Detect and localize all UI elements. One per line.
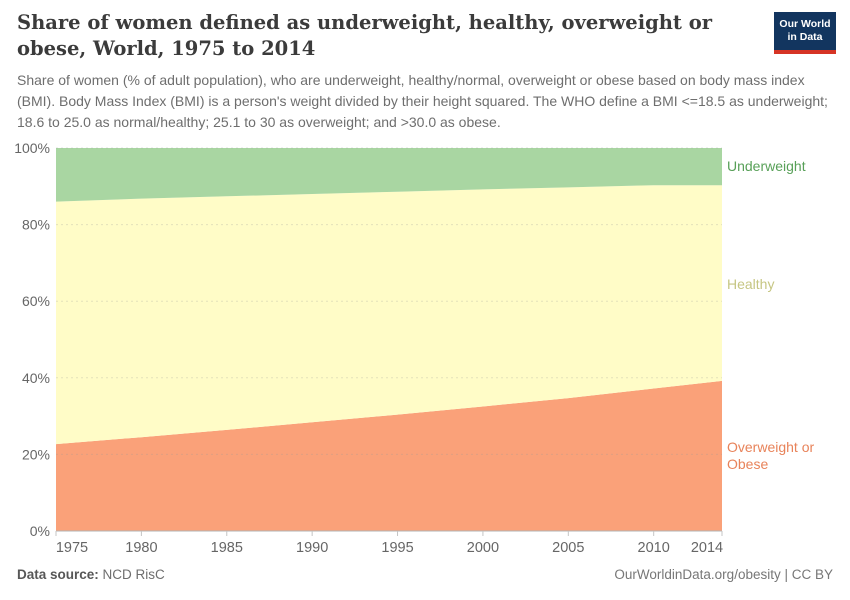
y-tick-label-80: 80% <box>22 217 50 233</box>
series-label-healthy: Healthy <box>727 276 775 292</box>
x-tick-label-2005: 2005 <box>552 540 584 556</box>
footer-separator: | <box>780 567 792 582</box>
owid-logo[interactable]: Our World in Data <box>774 12 836 54</box>
footer-url-link[interactable]: OurWorldinData.org/obesity <box>614 567 781 582</box>
y-tick-label-100: 100% <box>14 140 50 156</box>
chart-footer: Data source: NCD RisC OurWorldinData.org… <box>17 567 833 582</box>
y-tick-label-20: 20% <box>22 446 50 462</box>
chart-header: Share of women defined as underweight, h… <box>17 10 833 133</box>
owid-logo-box: Our World in Data <box>774 12 836 50</box>
footer-links: OurWorldinData.org/obesity | CC BY <box>614 567 833 582</box>
y-tick-label-60: 60% <box>22 293 50 309</box>
y-tick-label-40: 40% <box>22 370 50 386</box>
owid-logo-line2: in Data <box>787 31 823 43</box>
series-label-overweight-or-obese: Overweight or Obese <box>727 439 815 472</box>
area-overweight-or-obese <box>56 380 722 531</box>
data-source-label: Data source: <box>17 567 99 582</box>
area-healthy <box>56 185 722 445</box>
stacked-area-chart: 0% 20% 40% 60% 80% 100% 1975 1980 1985 1990 1995 20… <box>14 140 723 556</box>
series-label-underweight: Underweight <box>727 158 806 174</box>
page-title: Share of women defined as underweight, h… <box>17 11 713 60</box>
chart-area: 0% 20% 40% 60% 80% 100% 1975 1980 1985 1990 1995 20… <box>0 140 850 560</box>
y-tick-label-0: 0% <box>30 523 50 539</box>
data-source: Data source: NCD RisC <box>17 567 165 582</box>
x-tick-label-2014: 2014 <box>691 540 723 556</box>
x-tick-label-1990: 1990 <box>296 540 328 556</box>
area-underweight <box>56 148 722 202</box>
x-tick-label-2010: 2010 <box>638 540 670 556</box>
x-tick-label-1995: 1995 <box>381 540 413 556</box>
x-tick-label-1985: 1985 <box>211 540 243 556</box>
x-tick-label-1980: 1980 <box>125 540 157 556</box>
footer-license-link[interactable]: CC BY <box>791 567 833 582</box>
page-subtitle: Share of women (% of adult population), … <box>17 72 828 130</box>
data-source-value: NCD RisC <box>98 567 165 582</box>
owid-logo-accent-bar <box>774 50 836 54</box>
x-tick-label-2000: 2000 <box>467 540 499 556</box>
x-tick-label-1975: 1975 <box>56 540 88 556</box>
owid-logo-line1: Our World <box>779 17 831 30</box>
